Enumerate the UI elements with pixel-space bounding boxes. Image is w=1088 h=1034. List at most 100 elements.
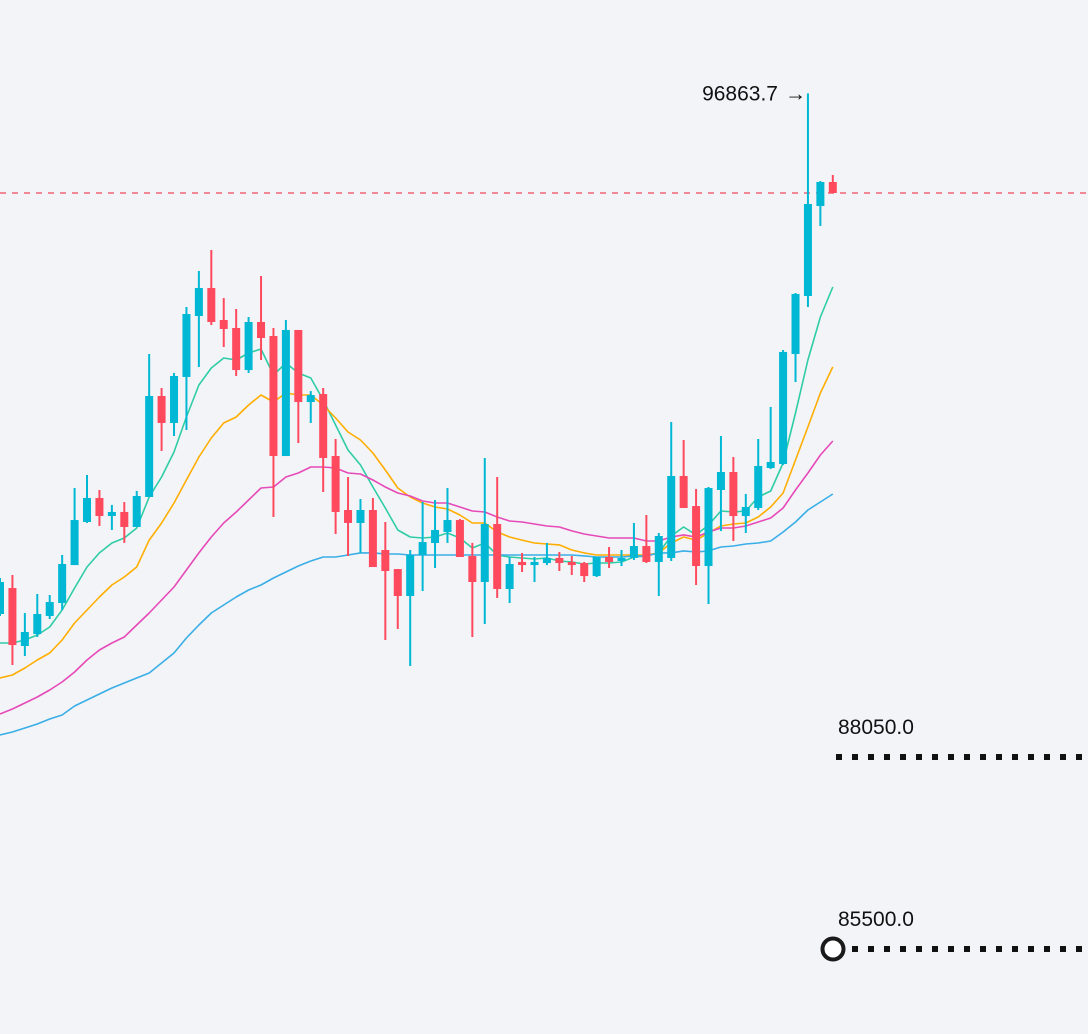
candle-body [45,602,54,616]
candle-up [816,181,825,226]
candle-body [605,557,614,562]
candle-down [95,489,104,526]
candle-body [480,524,489,583]
candle-up [418,502,427,592]
candle-up [83,475,92,523]
candle-up [281,320,290,457]
candle-body [766,461,775,468]
candle-body [368,510,377,568]
high-price-label: 96863.7 [702,82,778,105]
candle-body [33,614,42,635]
candle-body [642,546,651,562]
candle-body [294,329,303,403]
candle-body [381,550,390,572]
candle-down [381,521,390,640]
level-label-88050: 88050.0 [838,716,914,739]
candle-body [629,546,638,558]
candle-down [555,551,564,572]
candle-down [828,175,837,193]
candle-down [679,439,688,508]
candle-body [344,510,353,523]
candle-body [120,511,129,527]
level-handle-circle-icon [820,936,846,962]
candle-body [803,203,812,297]
candles [0,93,837,667]
candle-body [157,396,166,423]
candle-body [704,488,713,567]
candle-up [505,557,514,604]
candle-body [83,497,92,522]
candle-body [244,321,253,371]
candle-down [8,575,17,665]
candle-body [567,561,576,566]
candle-body [70,520,79,566]
candle-down [605,546,614,568]
candle-body [0,582,4,615]
candle-body [182,314,191,377]
candle-down [642,514,651,564]
candle-body [20,632,29,647]
candle-body [207,288,216,322]
candle-down [368,497,377,568]
candle-up [306,391,315,423]
candle-up [170,372,179,436]
candle-up [704,486,713,604]
candle-body [505,564,514,590]
candle-body [393,569,402,597]
candle-body [580,563,589,577]
candle-up [182,307,191,430]
candle-body [356,510,365,523]
candle-body [828,182,837,193]
candle-up [107,504,116,530]
candle-body [667,475,676,558]
candle-down [580,561,589,583]
candle-body [170,375,179,423]
candle-body [493,524,502,590]
candle-body [406,554,415,597]
candle-up [132,490,141,527]
candle-up [20,613,29,657]
candle-down [219,298,228,347]
candle-body [816,182,825,207]
candle-down [692,489,701,586]
candle-up [716,435,725,532]
candle-body [741,507,750,517]
candle-body [679,475,688,508]
annotations: 96863.7 → 88050.0 85500.0 [702,82,1088,962]
candle-up [145,353,154,497]
candle-up [244,317,253,373]
candle-body [617,557,626,561]
candle-up [33,593,42,637]
arrow-right-icon: → [785,82,806,105]
candle-up [70,488,79,566]
candle-up [654,532,663,597]
candle-body [468,555,477,583]
candle-body [219,320,228,329]
candle-up [803,93,812,308]
candle-down [232,309,241,376]
candle-down [493,477,502,598]
candle-down [207,250,216,325]
candle-up [629,522,638,561]
candle-up [58,554,67,611]
candle-body [269,335,278,457]
candle-body [331,456,340,512]
candle-up [741,493,750,533]
candle-body [95,497,104,517]
candle-body [455,520,464,558]
candle-body [319,394,328,458]
candle-up [0,578,4,616]
candle-body [418,542,427,555]
candle-up [406,550,415,667]
candle-body [281,329,290,457]
candle-body [306,395,315,403]
candle-body [692,506,701,567]
candle-up [592,557,601,578]
candle-up [791,292,800,383]
candle-body [107,511,116,517]
candle-body [132,496,141,527]
candle-body [431,529,440,543]
candle-down [157,388,166,451]
